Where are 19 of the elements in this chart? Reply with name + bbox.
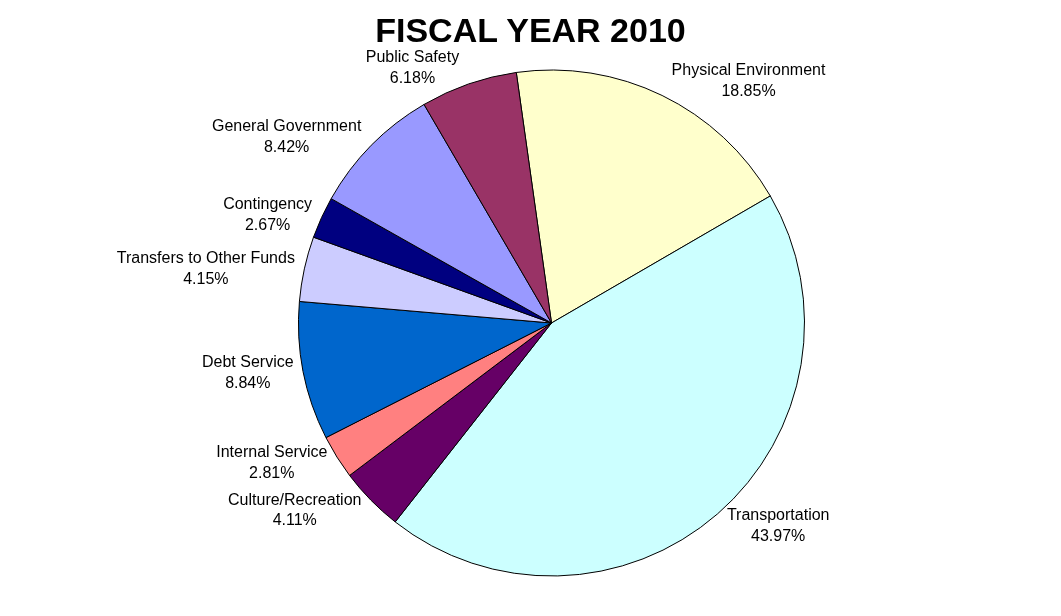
slice-label: Debt Service bbox=[202, 353, 294, 371]
slice-label: Transfers to Other Funds bbox=[116, 249, 295, 267]
slice-label: General Government bbox=[211, 117, 362, 135]
slice-label: Contingency bbox=[223, 195, 313, 213]
data-label: 2.67% bbox=[244, 216, 291, 234]
data-label: 4.11% bbox=[272, 511, 317, 529]
chart-title: FISCAL YEAR 2010 bbox=[375, 11, 686, 50]
slice-label: Transportation bbox=[726, 505, 830, 523]
data-label: 6.18% bbox=[389, 68, 436, 86]
data-label: 43.97% bbox=[751, 526, 806, 544]
data-label: 2.81% bbox=[249, 464, 295, 482]
slice-label: Public Safety bbox=[365, 48, 460, 66]
data-label: 8.42% bbox=[263, 137, 310, 155]
data-label: 8.84% bbox=[225, 373, 271, 391]
data-label: 4.15% bbox=[183, 269, 229, 287]
slice-label: Physical Environment bbox=[671, 61, 826, 79]
data-label: 18.85% bbox=[721, 82, 776, 100]
slice-label: Culture/Recreation bbox=[228, 490, 362, 508]
slice-label: Internal Service bbox=[216, 443, 328, 461]
